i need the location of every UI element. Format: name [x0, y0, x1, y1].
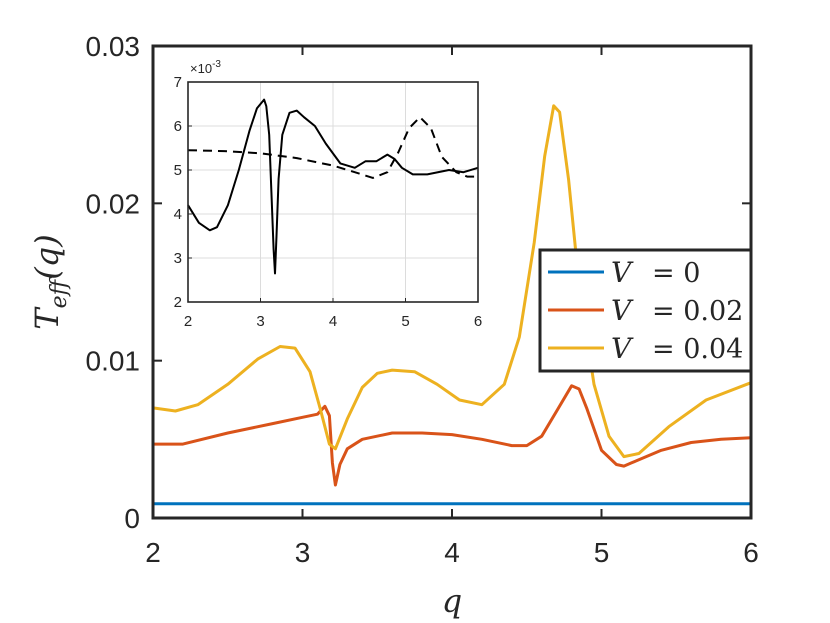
- inset-x-tick-label: 3: [256, 313, 264, 330]
- inset-y-ticks: 2 3 4 5 6 7: [174, 74, 192, 311]
- inset-y-tick-label: 6: [174, 118, 182, 135]
- legend-variable-0: V: [611, 256, 634, 289]
- main-x-axis-label: q: [442, 582, 462, 620]
- legend-value-1: = 0.02: [652, 296, 743, 327]
- y-label-main: T: [28, 306, 66, 330]
- inset-exponent-label: ×10-3: [190, 59, 221, 76]
- main-y-tick-label: 0.03: [86, 31, 141, 62]
- inset-x-ticks: 2 3 4 5 6: [184, 298, 482, 330]
- inset-y-tick-label: 3: [174, 250, 182, 267]
- y-label-subscript: eff: [47, 276, 72, 308]
- inset-series-line-0: [187, 98, 479, 275]
- inset-exponent-base: ×10: [190, 61, 212, 76]
- inset-y-tick-label: 2: [174, 294, 182, 311]
- svg-text:Teff(q): Teff(q): [28, 234, 72, 329]
- main-y-tick-label: 0: [124, 503, 140, 534]
- main-y-tick-label: 0.01: [86, 346, 141, 377]
- inset-y-tick-label: 5: [174, 162, 182, 179]
- legend: V = 0 V = 0.02 V = 0.04: [538, 248, 753, 373]
- main-series-group: [152, 104, 752, 506]
- inset-exponent-power: -3: [212, 59, 221, 70]
- main-x-tick-label: 4: [444, 537, 460, 568]
- main-series-line-2: [152, 104, 752, 459]
- main-y-ticks: 0 0.01 0.02 0.03: [86, 31, 751, 534]
- main-x-tick-label: 3: [295, 537, 311, 568]
- legend-value-2: = 0.04: [652, 334, 743, 365]
- inset-x-tick-label: 4: [329, 313, 337, 330]
- main-x-tick-label: 6: [743, 537, 759, 568]
- y-label-argument: (q): [28, 234, 66, 279]
- inset-series-line-1: [187, 116, 478, 179]
- inset-series-group: [187, 98, 479, 275]
- legend-entries: V = 0 V = 0.02 V = 0.04: [548, 256, 743, 365]
- inset-y-tick-label: 7: [174, 74, 182, 91]
- inset-axes: 2 3 4 5 6 2 3 4 5 6 7 ×10-3: [174, 59, 483, 330]
- inset-x-tick-label: 6: [474, 313, 482, 330]
- inset-y-tick-label: 4: [174, 206, 182, 223]
- legend-value-0: = 0: [652, 258, 700, 289]
- main-x-ticks: 2 3 4 5 6: [145, 46, 759, 568]
- inset-x-tick-label: 5: [401, 313, 409, 330]
- legend-variable-1: V: [611, 294, 634, 327]
- inset-x-tick-label: 2: [184, 313, 192, 330]
- main-x-tick-label: 2: [145, 537, 161, 568]
- main-series-line-1: [153, 384, 752, 487]
- main-y-axis-label: Teff(q): [28, 234, 72, 329]
- legend-variable-2: V: [611, 332, 634, 365]
- main-x-tick-label: 5: [594, 537, 610, 568]
- main-y-tick-label: 0.02: [86, 188, 141, 219]
